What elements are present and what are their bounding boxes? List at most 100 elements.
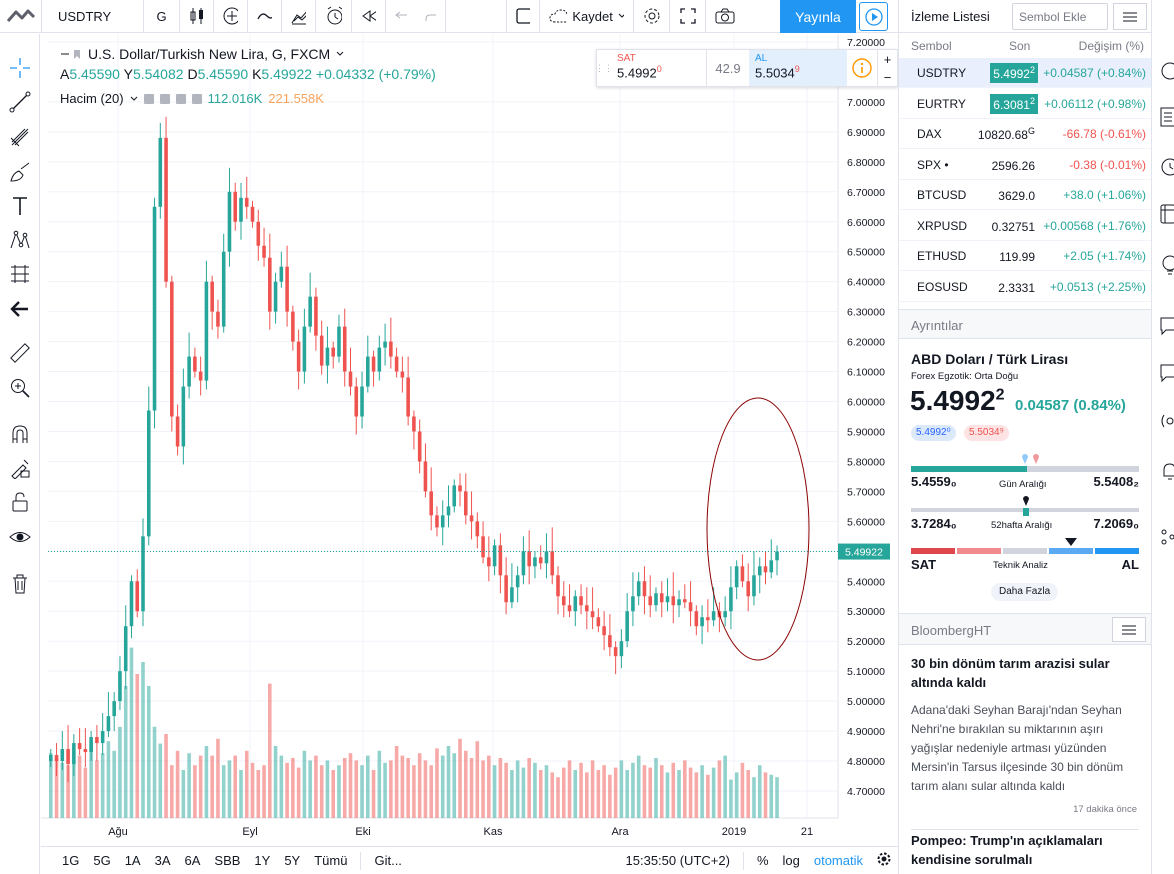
trend-line-icon[interactable] <box>6 88 34 116</box>
chart-legend-title[interactable]: U.S. Dollar/Turkish New Lira, G, FXCM <box>60 46 344 62</box>
chevron-down-icon[interactable] <box>336 51 344 57</box>
text-tool-icon[interactable] <box>6 192 34 220</box>
fullscreen-icon[interactable] <box>670 0 706 33</box>
col-symbol[interactable]: Sembol <box>911 39 952 53</box>
magnet-icon[interactable] <box>6 420 34 448</box>
volume-legend[interactable]: Hacim (20) 112.016K 221.558K <box>60 91 324 106</box>
news-source[interactable]: BloombergHT <box>911 623 992 638</box>
add-indicator-icon[interactable] <box>214 0 248 33</box>
prediction-icon[interactable] <box>6 260 34 288</box>
trash-icon[interactable] <box>6 570 34 598</box>
zoom-out-button[interactable]: − <box>883 69 892 85</box>
timeframe-all[interactable]: Tümü <box>314 853 348 868</box>
eye-icon[interactable] <box>6 523 34 551</box>
col-last[interactable]: Son <box>1009 39 1031 53</box>
chart-settings-gear-icon[interactable] <box>870 852 898 869</box>
candles-icon[interactable] <box>180 0 214 33</box>
crosshair-icon[interactable] <box>6 54 34 82</box>
ideas-bulb-icon[interactable] <box>1156 254 1174 276</box>
drag-handle-icon[interactable]: ⋮⋮ <box>595 62 613 73</box>
notifications-bell-icon[interactable] <box>1156 460 1174 482</box>
lock-icon[interactable] <box>6 488 34 516</box>
goto-date-button[interactable]: Git... <box>374 853 402 868</box>
ta-buy-label: AL <box>1121 557 1139 572</box>
log-scale-toggle[interactable]: log <box>782 853 800 868</box>
watchlist-row[interactable]: DAX 10820.68G -66.78 (-0.61%) <box>899 119 1152 149</box>
more-icon[interactable] <box>175 93 186 104</box>
undo-icon[interactable] <box>386 0 416 33</box>
chevron-down-icon[interactable] <box>130 96 138 102</box>
ruler-icon[interactable] <box>6 339 34 367</box>
broadcast-icon[interactable] <box>1156 410 1174 432</box>
news-headline[interactable]: 30 bin dönüm tarım arazisi sular altında… <box>911 656 1110 690</box>
volume-bar <box>366 755 370 818</box>
watchlist-row[interactable]: BTCUSD 3629.0 +38.0 (+1.06%) <box>899 180 1152 210</box>
watchlist-icon[interactable] <box>1156 60 1174 82</box>
details-header[interactable]: Ayrıntılar <box>899 309 1152 339</box>
chart-canvas[interactable]: 7.20000 7.00000 6.90000 6.80000 6.70000 6.600… <box>41 34 898 874</box>
watchlist-row[interactable]: EOSUSD 2.3331 +0.0513 (+2.25%) <box>899 272 1152 302</box>
news-body[interactable]: Adana'daki Seyhan Barajı'ndan Seyhan Neh… <box>911 703 1124 793</box>
timeframe-1a[interactable]: 1A <box>124 853 141 868</box>
indicators-icon[interactable] <box>248 0 282 33</box>
news-menu-icon[interactable] <box>1112 617 1146 642</box>
watchlist-row[interactable]: SPX • 2596.26 -0.38 (-0.01%) <box>899 150 1152 180</box>
timeframe-ytd[interactable]: SBB <box>214 853 241 868</box>
replay-icon[interactable] <box>352 0 386 33</box>
timeframe-1g[interactable]: 1G <box>62 853 80 868</box>
redo-icon[interactable] <box>416 0 446 33</box>
alerts-clock-icon[interactable] <box>1156 155 1174 177</box>
pattern-icon[interactable] <box>6 226 34 254</box>
info-icon[interactable] <box>847 50 877 86</box>
symbol-search[interactable]: USDTRY <box>42 0 144 33</box>
layout-icon[interactable] <box>506 0 540 33</box>
interval-button[interactable]: G <box>144 0 180 33</box>
templates-icon[interactable] <box>282 0 316 33</box>
chat-icon[interactable] <box>1156 361 1174 383</box>
save-button[interactable]: Kaydet <box>540 0 634 33</box>
timeframe-1y[interactable]: 1Y <box>254 853 271 868</box>
price-chart[interactable]: 7.20000 7.00000 6.90000 6.80000 6.70000 6.600… <box>41 34 898 846</box>
clock-timezone[interactable]: 15:35:50 (UTC+2) <box>625 853 730 868</box>
volume-bar <box>95 760 99 818</box>
pitchfork-icon[interactable] <box>6 123 34 151</box>
publish-button[interactable]: Yayınla <box>780 0 856 33</box>
visibility-icon[interactable] <box>143 93 154 104</box>
tradingview-logo-icon[interactable] <box>0 0 42 33</box>
watchlist-row[interactable]: XRPUSD 0.32751 +0.00568 (+1.76%) <box>899 211 1152 241</box>
alert-clock-icon[interactable] <box>316 0 352 33</box>
add-symbol-input[interactable]: Sembol Ekle <box>1012 3 1108 30</box>
legend-collapse-icon[interactable] <box>60 49 82 60</box>
timeframe-3a[interactable]: 3A <box>154 853 171 868</box>
data-window-icon[interactable] <box>1156 203 1174 225</box>
more-dots-icon[interactable] <box>1156 526 1174 548</box>
back-arrow-icon[interactable] <box>6 295 34 323</box>
timeframe-5y[interactable]: 5Y <box>284 853 301 868</box>
candle-body <box>377 347 382 372</box>
zoom-icon[interactable] <box>6 374 34 402</box>
brush-icon[interactable] <box>6 158 34 186</box>
watchlist-row[interactable]: EURTRY 6.30812 +0.06112 (+0.98%) <box>899 89 1152 119</box>
timeframe-5g[interactable]: 5G <box>93 853 111 868</box>
remove-icon[interactable] <box>191 93 202 104</box>
lock-drawing-icon[interactable] <box>6 454 34 482</box>
settings-gear-icon[interactable] <box>634 0 670 33</box>
timeframe-6a[interactable]: 6A <box>184 853 201 868</box>
settings-icon[interactable] <box>159 93 170 104</box>
percent-scale-toggle[interactable]: % <box>756 853 769 868</box>
candle-body <box>337 326 341 357</box>
watchlist-menu-icon[interactable] <box>1113 3 1147 30</box>
watchlist-row[interactable]: ETHUSD 119.99 +2.05 (+1.74%) <box>899 241 1152 271</box>
streams-icon[interactable] <box>1156 314 1174 336</box>
news-headline-2[interactable]: Pompeo: Trump'ın açıklamaları kendisine … <box>911 829 1139 869</box>
zoom-in-button[interactable]: + <box>883 51 892 67</box>
play-icon[interactable] <box>859 2 888 31</box>
buy-button[interactable]: AL 5.50349 <box>749 50 847 86</box>
sell-button[interactable]: SAT 5.49920 <box>611 50 707 86</box>
camera-icon[interactable] <box>706 0 744 33</box>
auto-scale-toggle[interactable]: otomatik <box>813 853 863 868</box>
col-change[interactable]: Değişim (%) <box>1078 39 1144 53</box>
calendar-list-icon[interactable] <box>1156 106 1174 128</box>
watchlist-row[interactable]: USDTRY 5.49922 +0.04587 (+0.84%) <box>899 58 1152 88</box>
more-details-button[interactable]: Daha Fazla <box>991 583 1059 601</box>
